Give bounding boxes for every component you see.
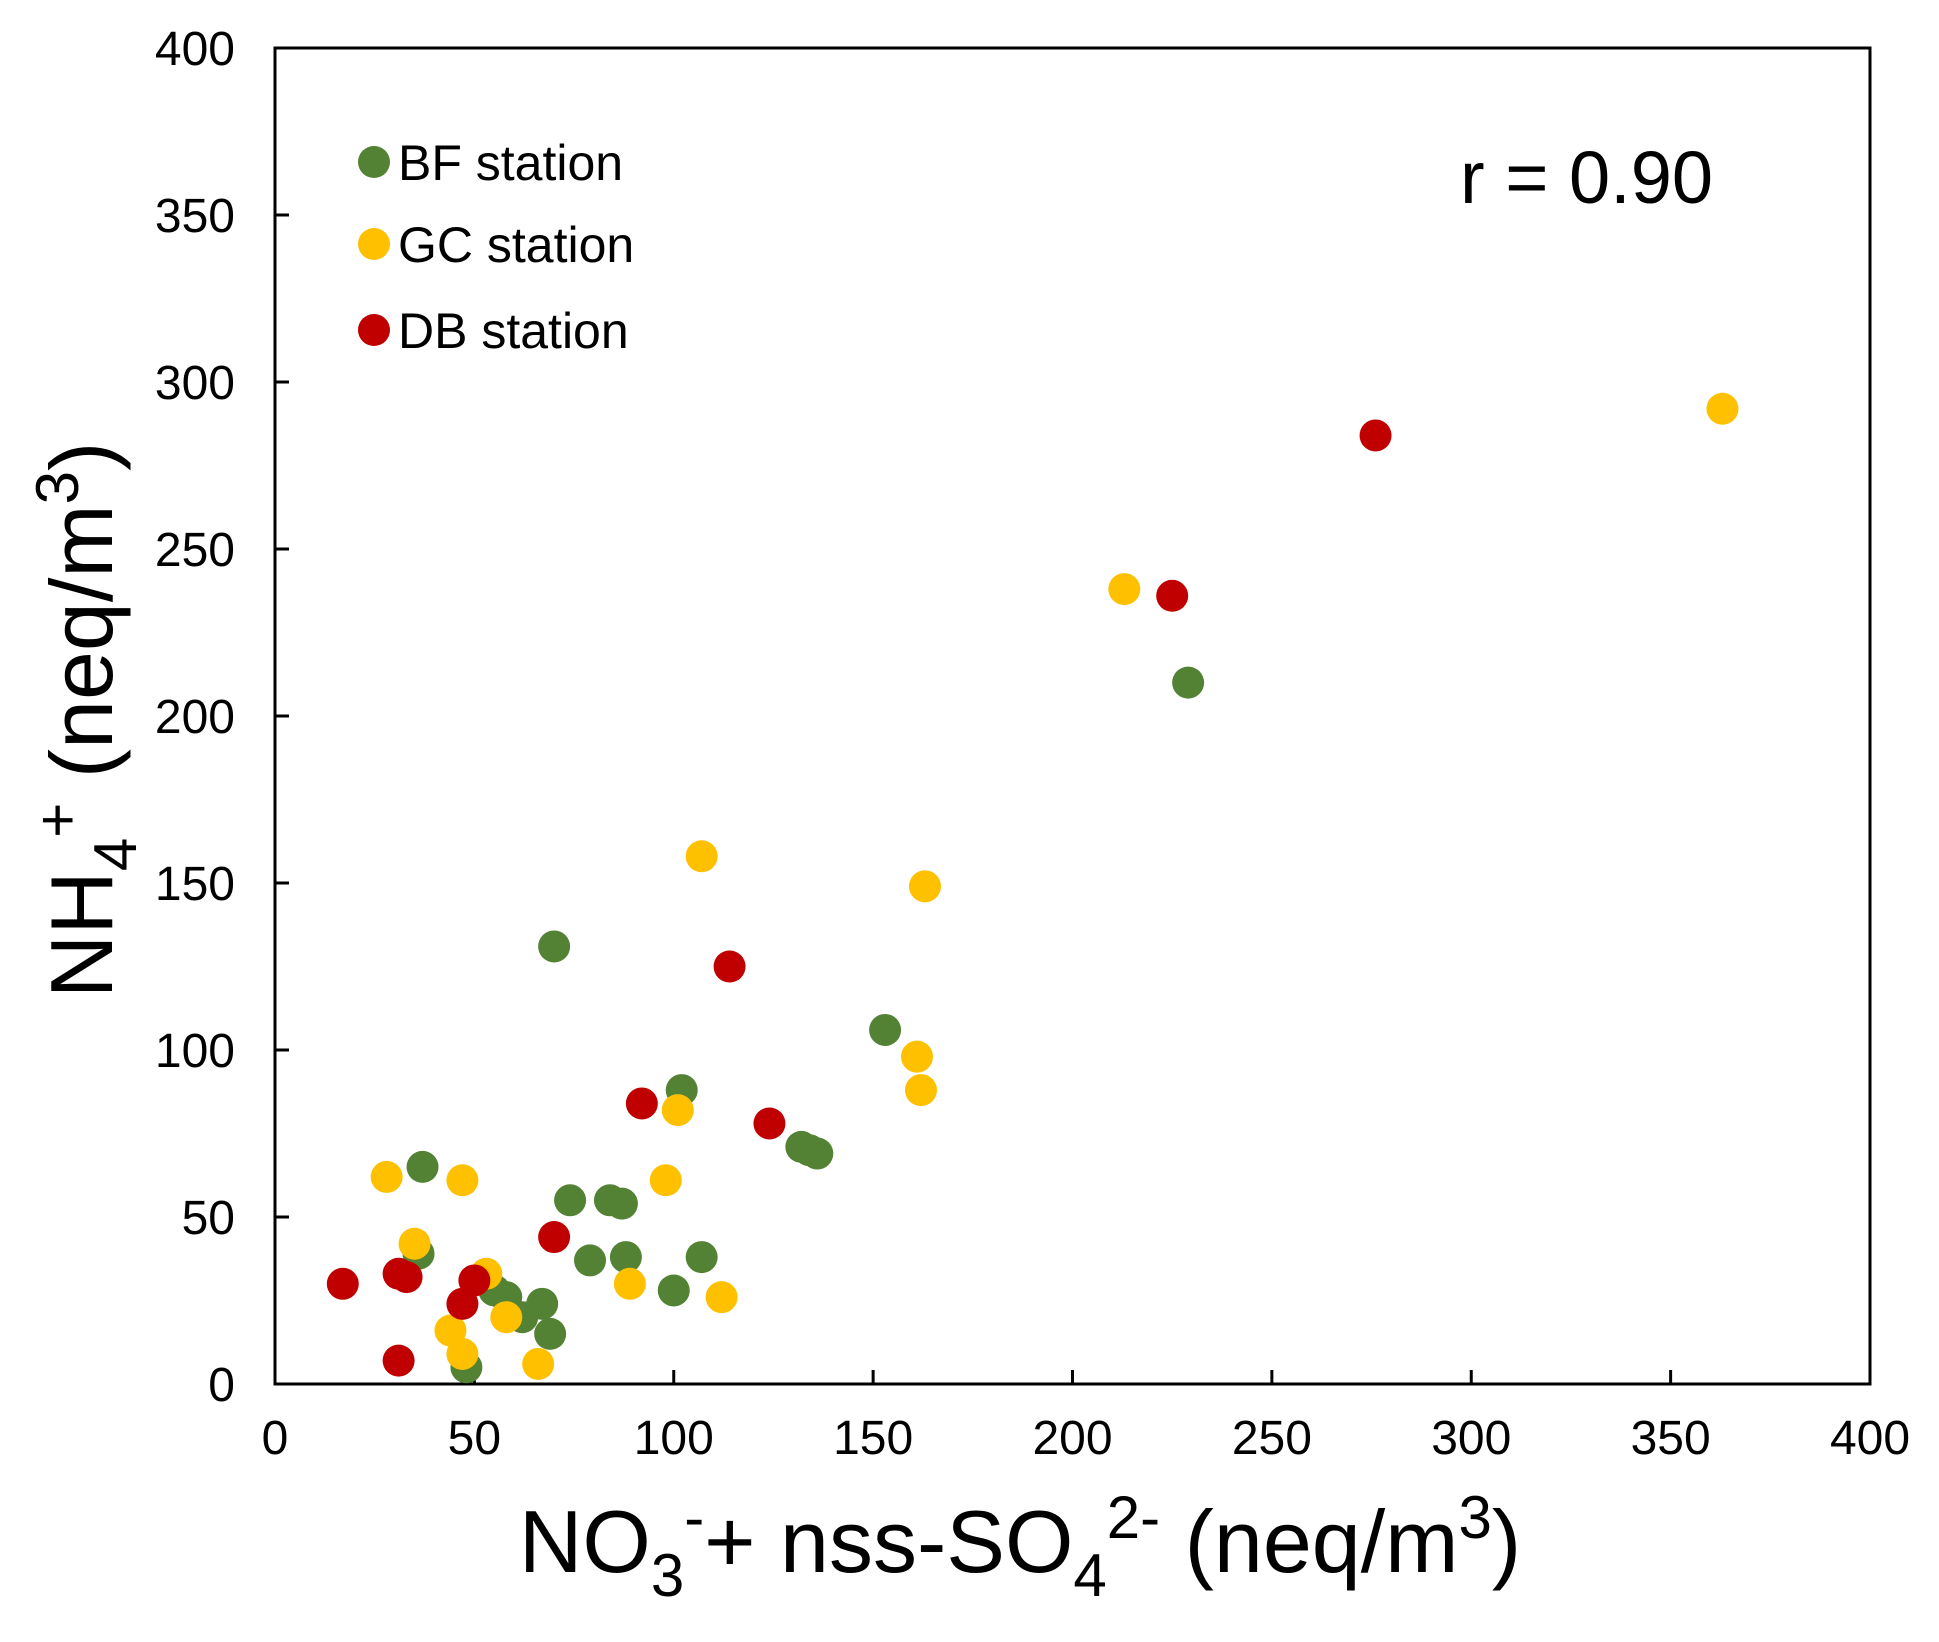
x-axis-title-sub1: 3: [651, 1542, 684, 1609]
point-gc: [446, 1164, 479, 1197]
y-tick-label: 0: [208, 1359, 235, 1412]
x-axis-title-sup3: 3: [1458, 1484, 1491, 1551]
point-bf: [1172, 666, 1205, 699]
x-axis-title-close: ): [1492, 1492, 1521, 1591]
x-tick-label: 400: [1830, 1412, 1910, 1465]
point-gc: [649, 1164, 682, 1197]
legend-label-db: DB station: [398, 303, 629, 359]
x-tick-label: 150: [833, 1412, 913, 1465]
x-tick-label: 50: [448, 1412, 501, 1465]
x-axis-title-main: NO: [519, 1492, 651, 1591]
x-axis-title-sub2: 4: [1073, 1542, 1106, 1609]
point-bf: [534, 1317, 567, 1350]
point-gc: [370, 1160, 403, 1193]
point-db: [1156, 579, 1189, 612]
point-db: [382, 1344, 415, 1377]
point-db: [390, 1261, 423, 1294]
point-db: [753, 1107, 786, 1140]
point-bf: [801, 1137, 834, 1170]
point-bf: [657, 1274, 690, 1307]
point-db: [625, 1087, 658, 1120]
x-axis-title-sup2: 2-: [1107, 1484, 1160, 1551]
point-gc: [613, 1267, 646, 1300]
x-axis-title-sup1: -: [684, 1484, 704, 1551]
point-bf: [869, 1013, 902, 1046]
data-points: [326, 392, 1739, 1384]
x-axis-title: NO3-+ nss-SO42- (neq/m3): [519, 1484, 1521, 1609]
point-db: [326, 1267, 359, 1300]
point-bf: [685, 1241, 718, 1274]
tick-labels: 0 50 100 150 200 250 300 350 400 0 50 100 150 200 250 3…: [155, 23, 1910, 1465]
x-tick-label: 200: [1032, 1412, 1112, 1465]
y-axis-title-sup: +: [24, 803, 91, 838]
point-gc: [1706, 392, 1739, 425]
legend-marker-gc: [358, 228, 390, 260]
x-tick-label: 100: [634, 1412, 714, 1465]
y-tick-label: 400: [155, 23, 235, 76]
x-tick-label: 0: [262, 1412, 289, 1465]
y-axis-title-sup2: 3: [24, 471, 91, 504]
point-bf: [538, 930, 571, 963]
y-tick-label: 350: [155, 190, 235, 243]
point-gc: [1108, 573, 1141, 606]
point-bf: [609, 1241, 642, 1274]
point-db: [713, 950, 746, 983]
legend: BF station GC station DB station: [358, 135, 634, 359]
point-bf: [605, 1187, 638, 1220]
y-tick-label: 250: [155, 524, 235, 577]
point-gc: [661, 1094, 694, 1127]
x-tick-label: 350: [1631, 1412, 1711, 1465]
point-bf: [526, 1287, 559, 1320]
y-axis-title-sub: 4: [82, 838, 149, 871]
y-axis-title-main: NH: [32, 871, 131, 998]
point-db: [538, 1221, 571, 1254]
x-tick-label: 250: [1232, 1412, 1312, 1465]
correlation-annotation: r = 0.90: [1460, 136, 1713, 219]
x-tick-label: 300: [1431, 1412, 1511, 1465]
point-gc: [900, 1040, 933, 1073]
x-axis-title-end: (neq/m: [1160, 1492, 1458, 1591]
y-tick-label: 200: [155, 691, 235, 744]
legend-label-gc: GC station: [398, 217, 634, 273]
legend-marker-bf: [358, 146, 390, 178]
y-axis-title: NH4+ (neq/m3): [24, 442, 149, 999]
legend-label-bf: BF station: [398, 135, 623, 191]
point-db: [1359, 419, 1392, 452]
point-gc: [705, 1281, 738, 1314]
point-bf: [574, 1244, 607, 1277]
y-tick-label: 50: [182, 1192, 235, 1245]
point-bf: [406, 1150, 439, 1183]
y-tick-label: 150: [155, 858, 235, 911]
legend-marker-db: [358, 314, 390, 346]
y-tick-label: 300: [155, 357, 235, 410]
axis-ticks: [273, 46, 1872, 1386]
y-tick-label: 100: [155, 1025, 235, 1078]
point-gc: [908, 870, 941, 903]
x-axis-title-mid: + nss-SO: [704, 1492, 1073, 1591]
point-gc: [446, 1337, 479, 1370]
point-db: [446, 1287, 479, 1320]
point-bf: [554, 1184, 587, 1217]
point-gc: [522, 1347, 555, 1380]
point-gc: [685, 840, 718, 873]
y-axis-title-end: (neq/m: [32, 504, 131, 802]
point-gc: [398, 1227, 431, 1260]
y-axis-title-close: ): [32, 442, 131, 471]
point-gc: [490, 1301, 523, 1334]
point-gc: [904, 1074, 937, 1107]
